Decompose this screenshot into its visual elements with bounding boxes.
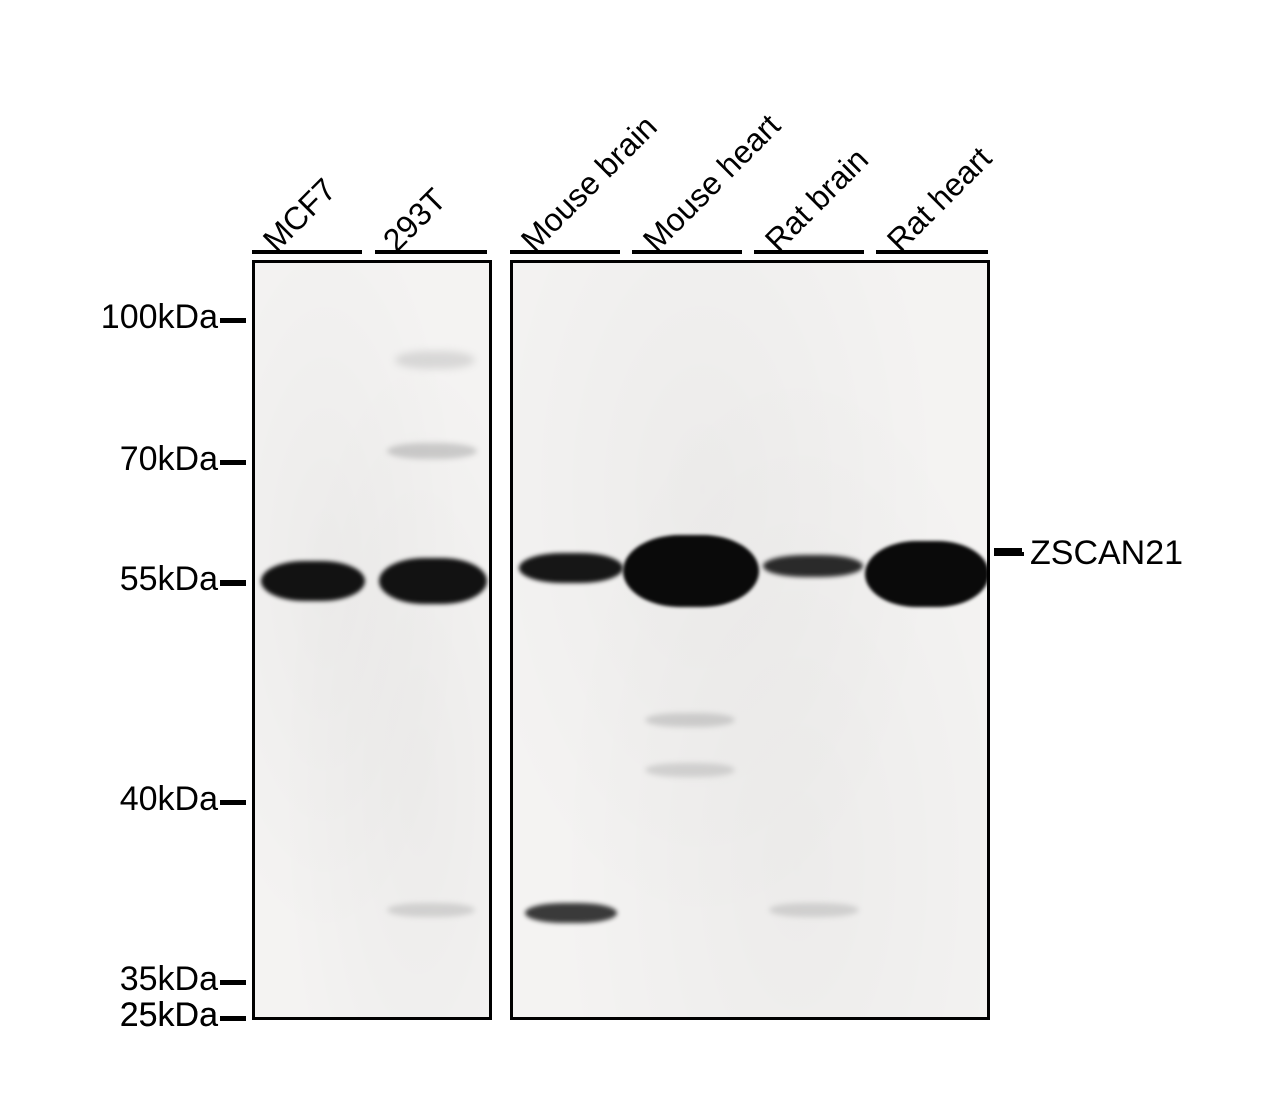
band-rat-brain-lower — [769, 903, 859, 917]
blot-panel-right — [510, 260, 990, 1020]
target-label: ZSCAN21 — [1030, 534, 1183, 573]
lane-underline-mouse-heart — [632, 250, 742, 254]
mw-tick-40 — [220, 800, 246, 805]
band-mcf7-55 — [261, 561, 365, 601]
mw-label-55: 55kDa — [120, 560, 218, 599]
lane-label-rat-heart: Rat heart — [880, 140, 999, 259]
band-rat-brain-55 — [763, 555, 863, 577]
band-mouse-brain-lower — [525, 903, 617, 923]
lane-label-rat-brain: Rat brain — [758, 141, 876, 259]
band-293t-lower — [387, 903, 475, 917]
band-293t-70 — [387, 443, 477, 459]
mw-label-100: 100kDa — [101, 298, 218, 337]
mw-tick-35 — [220, 980, 246, 985]
mw-label-40: 40kDa — [120, 780, 218, 819]
band-mouse-heart-mid2 — [645, 763, 735, 777]
lane-underline-rat-heart — [876, 250, 988, 254]
mw-tick-25 — [220, 1016, 246, 1021]
mw-label-25-fix: 25kDa — [50, 996, 218, 1035]
mw-tick-55 — [220, 580, 246, 586]
lane-underline-293t — [375, 250, 487, 254]
mw-tick-100 — [220, 318, 246, 323]
band-rat-heart-55 — [865, 541, 989, 607]
band-mouse-heart-mid1 — [645, 713, 735, 727]
lane-label-293t: 293T — [376, 181, 454, 259]
target-tick-real — [994, 552, 1024, 556]
mw-labels-column: 100kDa 70kDa 55kDa 40kDa 35kDa 25kDa — [50, 260, 218, 1020]
band-293t-55 — [379, 558, 487, 604]
western-blot-figure: 100kDa 70kDa 55kDa 40kDa 35kDa 25kDa 25k… — [50, 50, 1230, 1070]
band-mouse-heart-55 — [623, 535, 759, 607]
mw-tick-70 — [220, 460, 246, 465]
mw-label-35: 35kDa — [120, 960, 218, 999]
band-mouse-brain-55 — [519, 553, 623, 583]
lane-underline-mcf7 — [252, 250, 362, 254]
lane-underline-rat-brain — [754, 250, 864, 254]
mw-label-70: 70kDa — [120, 440, 218, 479]
band-293t-100 — [395, 351, 475, 369]
blot-panel-left — [252, 260, 492, 1020]
lane-label-mcf7: MCF7 — [256, 171, 344, 259]
lane-underline-mouse-brain — [510, 250, 620, 254]
